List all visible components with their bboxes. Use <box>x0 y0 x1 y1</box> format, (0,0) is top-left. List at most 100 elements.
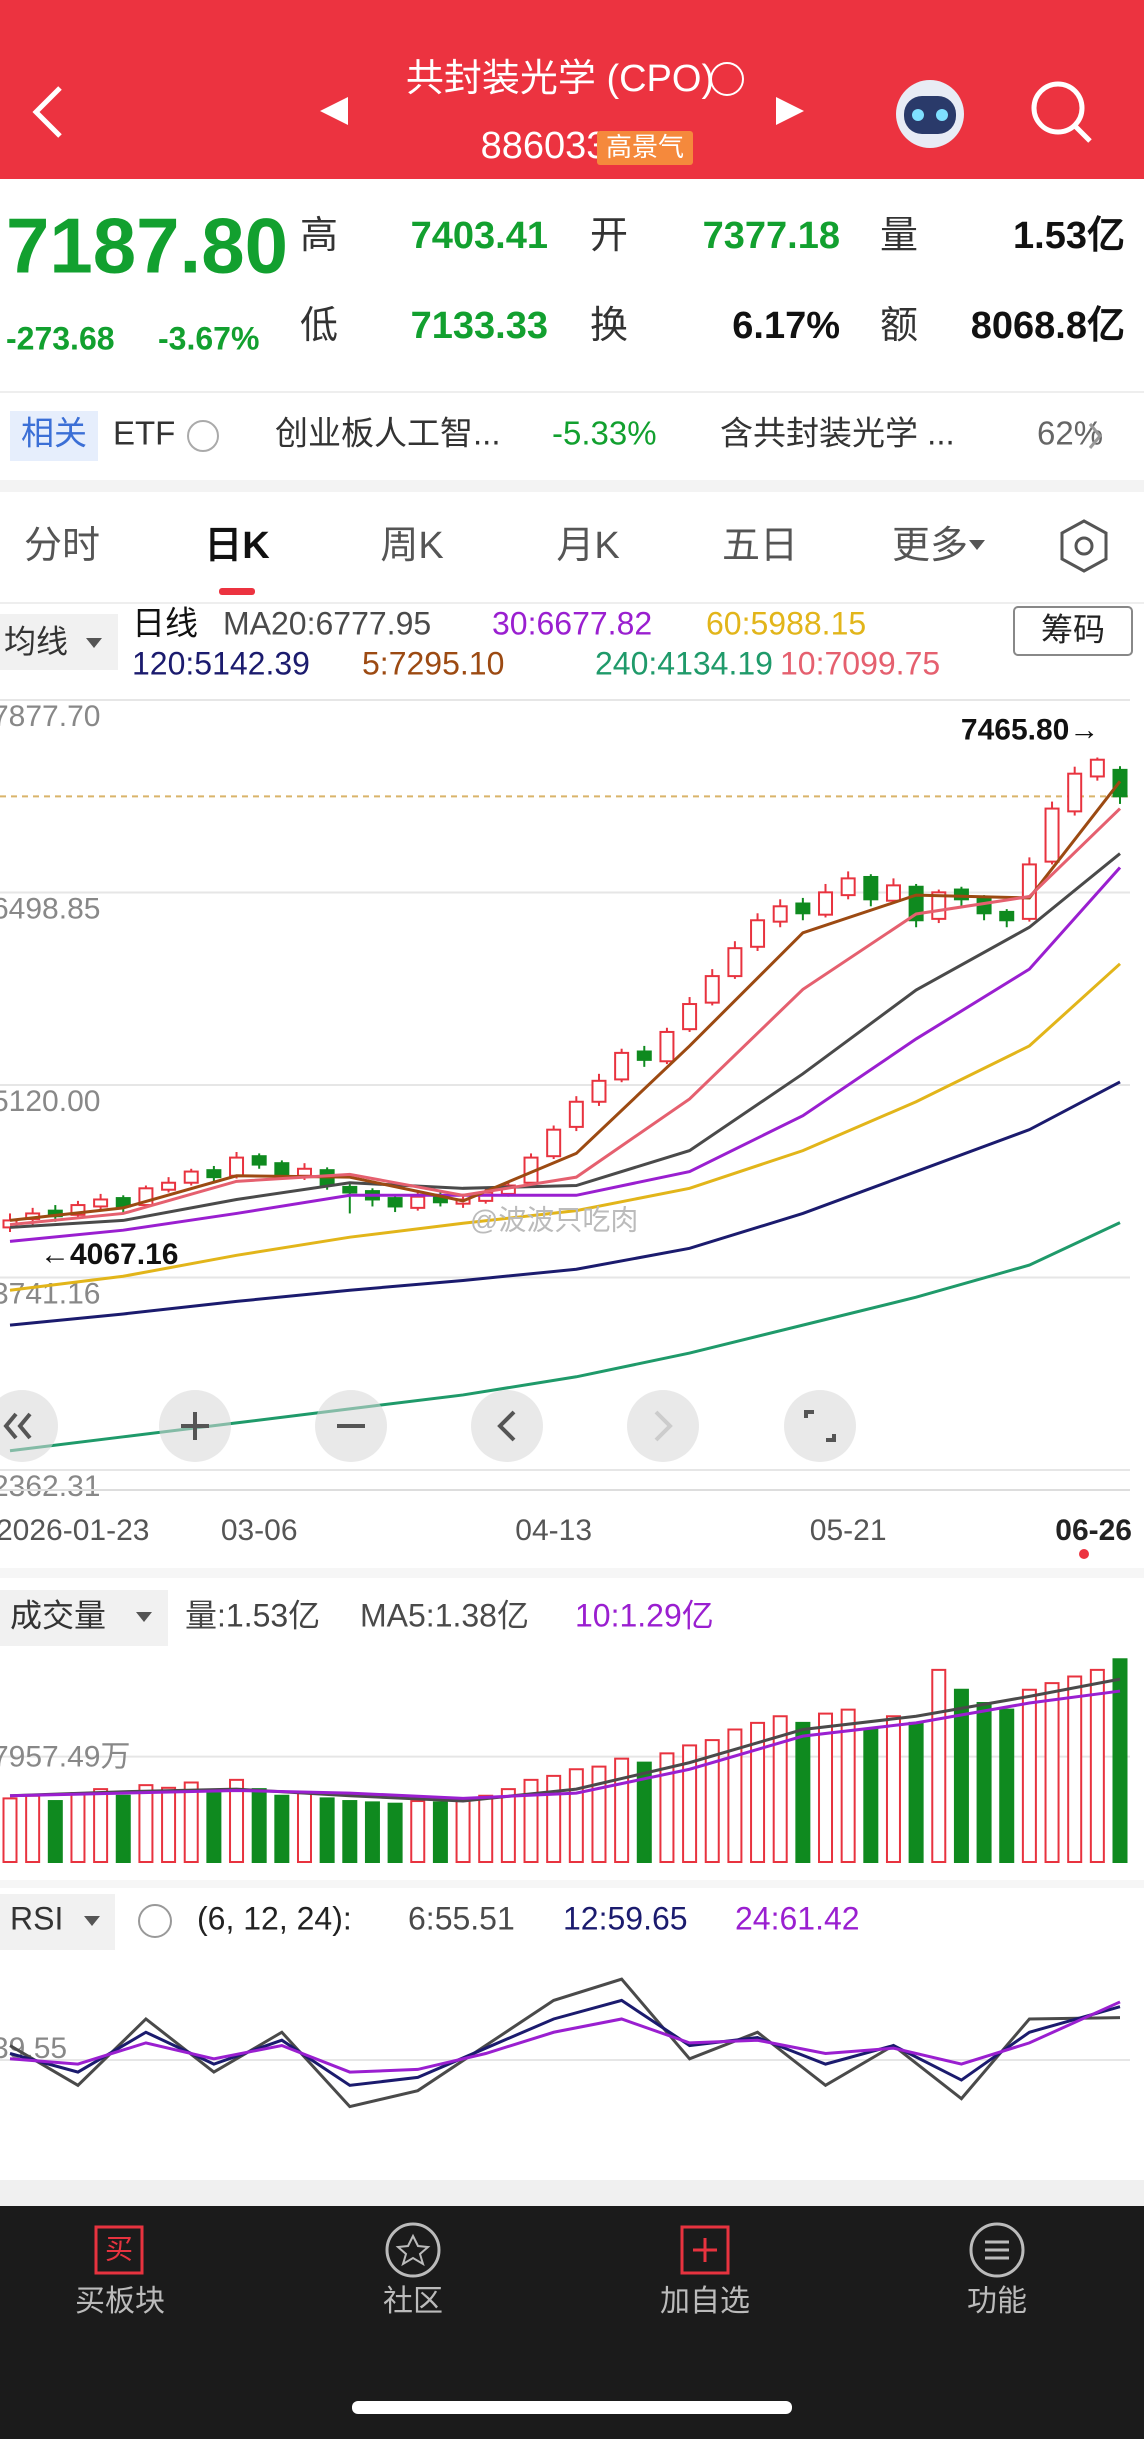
back-button[interactable] <box>32 86 62 138</box>
volume-bar <box>2 1797 18 1864</box>
select-bg[interactable] <box>0 1590 168 1646</box>
volume-bar <box>546 1774 562 1863</box>
field-label: 高 <box>300 215 338 257</box>
price: 7187.80 <box>6 202 288 290</box>
rsi-legend: 24:61.42 <box>735 1900 860 1936</box>
y-tick-label: 3741.16 <box>0 1277 100 1310</box>
volume-bar <box>1021 1688 1037 1863</box>
gap <box>0 480 1144 492</box>
related-bar[interactable]: 相关 ETF 创业板人工智... -5.33% 含共封装光学 ... 62% <box>10 411 1103 461</box>
tab[interactable]: 日K <box>204 525 270 567</box>
ma-legend: 240:4134.19 <box>595 645 773 681</box>
nav-icon <box>680 2225 730 2275</box>
nav-item[interactable]: 功能 <box>967 2222 1027 2318</box>
volume-bar <box>342 1800 358 1864</box>
volume-ma-line <box>9 1689 1121 1800</box>
rsi-legend: 12:59.65 <box>563 1900 688 1936</box>
candle-body <box>70 1204 86 1216</box>
candle-body <box>750 919 766 948</box>
search-icon[interactable] <box>1031 81 1092 143</box>
related-item: 创业板人工智... <box>275 415 501 452</box>
tab[interactable]: 更多 <box>892 525 968 567</box>
volume-bar <box>568 1768 584 1863</box>
nav-label: 加自选 <box>660 2285 750 2318</box>
volume-bar <box>387 1802 403 1863</box>
gap <box>0 1568 1144 1578</box>
change-pct: -3.67% <box>158 320 259 356</box>
tab[interactable]: 五日 <box>722 525 798 567</box>
watermark: @波波只吃肉 <box>470 1204 638 1235</box>
holding: 含共封装光学 ... <box>720 415 955 452</box>
field-label: 换 <box>590 305 628 347</box>
field-value: 7377.18 <box>703 215 840 257</box>
rsi-select[interactable]: RSI <box>10 1900 63 1936</box>
candle-body <box>1044 807 1060 863</box>
home-indicator <box>352 2401 792 2414</box>
indicator-select[interactable]: 均线 <box>4 623 68 659</box>
tab[interactable]: 周K <box>380 525 443 567</box>
candle-body <box>1067 772 1083 813</box>
volume-bar <box>1089 1668 1105 1863</box>
tab[interactable]: 月K <box>556 525 619 567</box>
help-icon[interactable] <box>138 1904 172 1938</box>
volume-bar <box>636 1761 652 1863</box>
chips-button[interactable]: 筹码 <box>1041 611 1105 647</box>
controls <box>0 1390 856 1462</box>
ma-legend: 10:7099.75 <box>780 645 940 681</box>
nav-item[interactable]: 社区 <box>383 2222 443 2318</box>
tag-bg <box>10 411 98 461</box>
candle-body <box>659 1030 675 1063</box>
ma-line <box>9 807 1122 1227</box>
robot-icon[interactable] <box>896 80 964 148</box>
ma-legend: 60:5988.15 <box>706 605 866 641</box>
volume-bar <box>885 1715 901 1863</box>
volume-bar <box>750 1721 766 1863</box>
bottom-nav <box>0 2206 1144 2439</box>
rsi-line <box>9 2000 1121 2074</box>
high-label: 7465.80→ <box>961 713 1099 746</box>
date-label: 2026-01-23 <box>0 1514 149 1547</box>
ma-line <box>9 852 1121 1229</box>
candle-body <box>387 1197 403 1208</box>
field-label: 额 <box>880 305 918 347</box>
candle-body <box>342 1185 358 1194</box>
volume-bar <box>523 1778 539 1863</box>
nav-icon-star <box>395 2233 431 2267</box>
volume-bar <box>591 1765 607 1863</box>
candle-body <box>682 1003 698 1031</box>
tab[interactable]: 分时 <box>24 525 100 567</box>
volume-bar <box>818 1712 834 1863</box>
volume-bar <box>1067 1675 1083 1863</box>
chips-button-bg[interactable] <box>1013 606 1133 656</box>
date-label: 03-06 <box>221 1514 298 1547</box>
prev-button[interactable] <box>320 97 348 125</box>
volume-label: 量:1.53亿 <box>185 1597 320 1633</box>
nav-item[interactable]: 买 买板块 <box>75 2225 165 2318</box>
field-value: 8068.8亿 <box>971 305 1125 347</box>
volume-bar <box>727 1728 743 1863</box>
ma-line <box>9 780 1122 1222</box>
info-icon[interactable] <box>710 62 744 96</box>
field-value: 7403.41 <box>411 215 548 257</box>
ctrl-rewind[interactable] <box>0 1390 58 1462</box>
tag: 相关 <box>21 415 87 452</box>
date-label: 04-13 <box>515 1514 592 1547</box>
ctrl-right[interactable] <box>627 1390 699 1462</box>
select-bg[interactable] <box>0 1894 115 1950</box>
ctrl-fullscreen[interactable] <box>784 1390 856 1462</box>
select-caret <box>86 638 102 648</box>
candle-body <box>863 875 879 901</box>
volume-select[interactable]: 成交量 <box>10 1597 106 1633</box>
more-caret <box>969 540 985 550</box>
candle-body <box>206 1169 222 1179</box>
nav-item[interactable]: 加自选 <box>660 2225 750 2318</box>
ctrl-left[interactable] <box>471 1390 543 1462</box>
ma-legend: 5:7295.10 <box>362 645 504 681</box>
ma-line <box>9 962 1122 1292</box>
change: -273.68 <box>6 320 115 356</box>
settings-icon[interactable] <box>1060 519 1108 573</box>
next-button[interactable] <box>776 97 804 125</box>
etf: ETF <box>113 415 175 452</box>
